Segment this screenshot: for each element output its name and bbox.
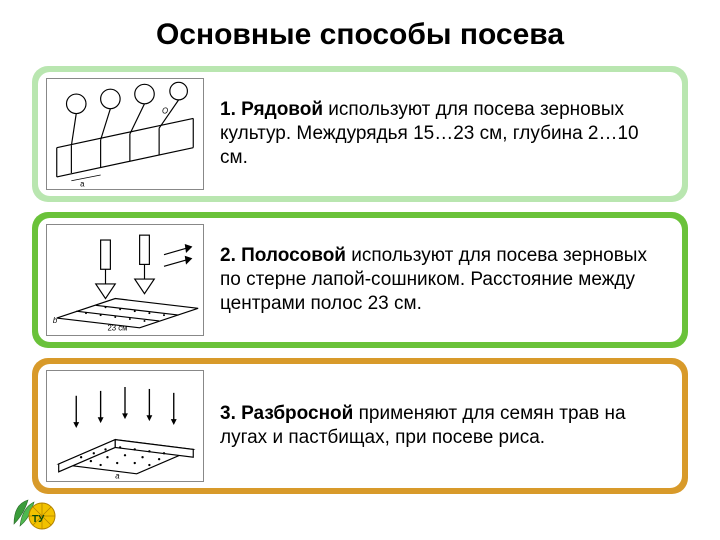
card-inner: a O 1. Рядовой используют для посева зер… xyxy=(38,72,682,196)
diagram-strip-icon: 23 см b xyxy=(46,224,204,336)
card-inner: 23 см b 2. Полосовой используют для посе… xyxy=(38,218,682,342)
svg-text:b: b xyxy=(53,316,58,325)
svg-text:23 см: 23 см xyxy=(107,324,127,333)
slide: Основные способы посева xyxy=(0,0,720,540)
svg-text:ТУ: ТУ xyxy=(32,514,45,525)
diagram-broadcast-icon: a xyxy=(46,370,204,482)
card-text: 2. Полосовой используют для посева зерно… xyxy=(204,238,682,321)
card-bold: 3. Разбросной xyxy=(220,403,353,424)
svg-text:O: O xyxy=(162,107,168,116)
card-text: 3. Разбросной применяют для семян трав н… xyxy=(204,396,682,456)
card-3: a 3. Разбросной применяют для семян трав… xyxy=(32,358,688,494)
card-inner: a 3. Разбросной применяют для семян трав… xyxy=(38,364,682,488)
card-bold: 2. Полосовой xyxy=(220,245,346,266)
card-1: a O 1. Рядовой используют для посева зер… xyxy=(32,66,688,202)
slide-title: Основные способы посева xyxy=(22,18,698,52)
logo-icon: ТУ xyxy=(10,492,58,532)
svg-text:a: a xyxy=(115,472,120,481)
card-text: 1. Рядовой используют для посева зерновы… xyxy=(204,92,682,175)
svg-text:a: a xyxy=(80,180,85,189)
card-bold: 1. Рядовой xyxy=(220,99,323,120)
diagram-row-icon: a O xyxy=(46,78,204,190)
cards-container: a O 1. Рядовой используют для посева зер… xyxy=(22,66,698,494)
card-2: 23 см b 2. Полосовой используют для посе… xyxy=(32,212,688,348)
